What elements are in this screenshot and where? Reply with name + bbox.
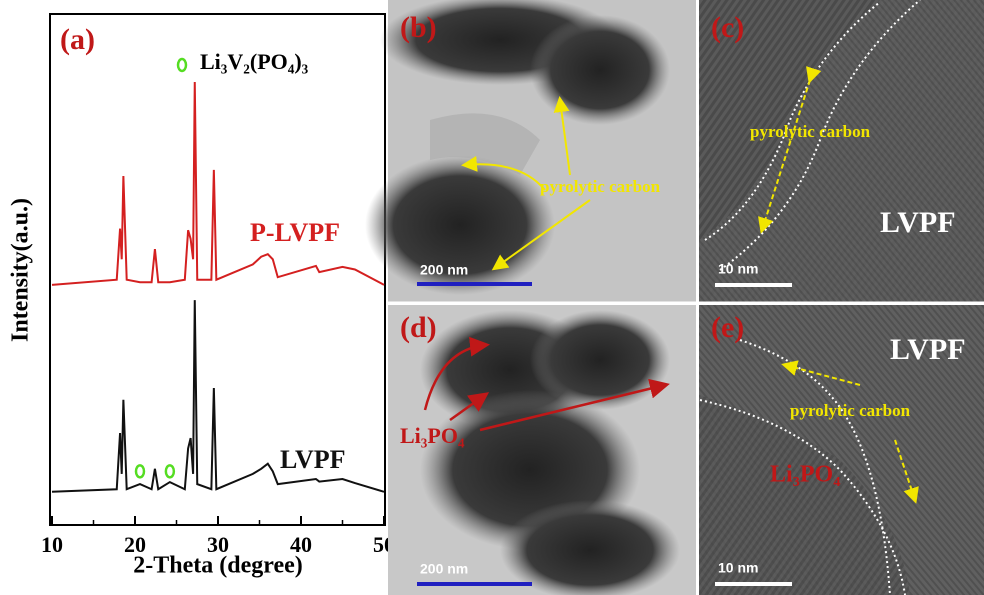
y-axis-label: Intensity(a.u.): [8, 198, 34, 342]
annotation: pyrolytic carbon: [750, 122, 871, 141]
tem-panel-b: (b) pyrolytic carbon 200 nm: [365, 0, 697, 302]
tem-panel-e: (e) LVPF pyrolytic carbon Li₃PO₄ 10 nm: [699, 305, 984, 595]
xrd-chart: (a) Li₃V₂(PO₄)₃ 2-Theta (degree) Intensi…: [8, 14, 396, 579]
panel-label: (c): [711, 11, 744, 44]
tem-panel-c: (c) pyrolytic carbon LVPF 10 nm: [699, 0, 984, 302]
panel-label: (e): [711, 311, 744, 344]
series-line: [52, 82, 384, 285]
series-label: LVPF: [280, 445, 346, 474]
legend-marker: [178, 59, 186, 71]
legend-text: Li₃V₂(PO₄)₃: [200, 49, 309, 74]
impurity-marker: [166, 465, 174, 477]
x-tick-label: 30: [207, 532, 229, 557]
scale-bar-label: 10 nm: [718, 560, 758, 576]
scale-bar-label: 200 nm: [420, 561, 468, 577]
scale-bar-label: 200 nm: [420, 262, 468, 278]
tem-panel-d: (d) Li₃PO₄ 200 nm: [388, 305, 697, 595]
x-tick-label: 10: [41, 532, 63, 557]
panel-label: (d): [400, 311, 437, 344]
impurity-marker: [136, 465, 144, 477]
scale-bar-label: 10 nm: [718, 261, 758, 277]
annotation: pyrolytic carbon: [790, 401, 911, 420]
series-label: P-LVPF: [250, 218, 340, 247]
phase-label: Li₃PO₄: [770, 462, 840, 488]
panel-label: (a): [60, 23, 95, 56]
figure: (a) Li₃V₂(PO₄)₃ 2-Theta (degree) Intensi…: [0, 0, 984, 595]
x-tick-label: 40: [290, 532, 312, 557]
phase-label: LVPF: [890, 333, 966, 366]
phase-label: LVPF: [880, 206, 956, 239]
annotation: pyrolytic carbon: [540, 177, 661, 196]
x-tick-label: 20: [124, 532, 146, 557]
panel-label: (b): [400, 11, 437, 44]
annotation: Li₃PO₄: [400, 423, 465, 448]
